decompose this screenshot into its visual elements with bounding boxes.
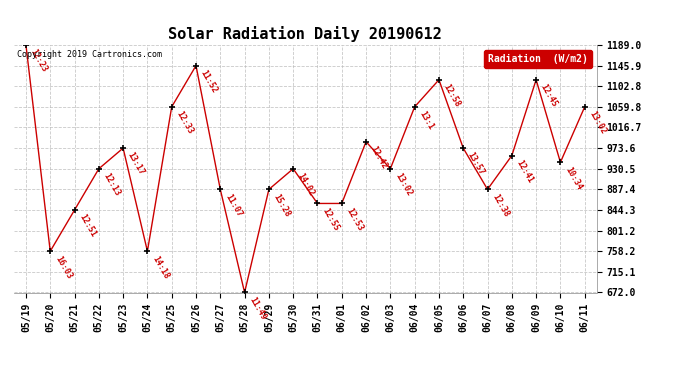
Text: 14:18: 14:18 [150, 254, 170, 280]
Text: Copyright 2019 Cartronics.com: Copyright 2019 Cartronics.com [17, 50, 161, 59]
Text: 16:03: 16:03 [53, 254, 73, 280]
Text: 13:1: 13:1 [417, 110, 435, 132]
Text: 13:57: 13:57 [466, 151, 486, 177]
Text: 12:23: 12:23 [29, 48, 49, 74]
Text: 10:34: 10:34 [563, 165, 584, 191]
Text: 12:41: 12:41 [515, 158, 535, 184]
Title: Solar Radiation Daily 20190612: Solar Radiation Daily 20190612 [168, 27, 442, 42]
Text: 15:28: 15:28 [272, 192, 292, 218]
Text: 12:53: 12:53 [344, 206, 365, 232]
Text: 12:13: 12:13 [101, 171, 122, 198]
Text: 11:52: 11:52 [199, 68, 219, 94]
Text: 12:51: 12:51 [77, 213, 97, 239]
Text: 13:02: 13:02 [393, 171, 413, 198]
Text: 12:42: 12:42 [369, 144, 389, 171]
Legend: Radiation  (W/m2): Radiation (W/m2) [484, 50, 592, 68]
Text: 12:55: 12:55 [320, 206, 341, 232]
Text: 12:38: 12:38 [491, 192, 511, 218]
Text: 11:49: 11:49 [248, 295, 268, 321]
Text: 14:02: 14:02 [296, 171, 316, 198]
Text: 12:45: 12:45 [539, 82, 559, 109]
Text: 13:02: 13:02 [587, 110, 608, 136]
Text: 12:33: 12:33 [175, 110, 195, 136]
Text: 12:58: 12:58 [442, 82, 462, 109]
Text: 11:07: 11:07 [223, 192, 244, 218]
Text: 13:17: 13:17 [126, 151, 146, 177]
